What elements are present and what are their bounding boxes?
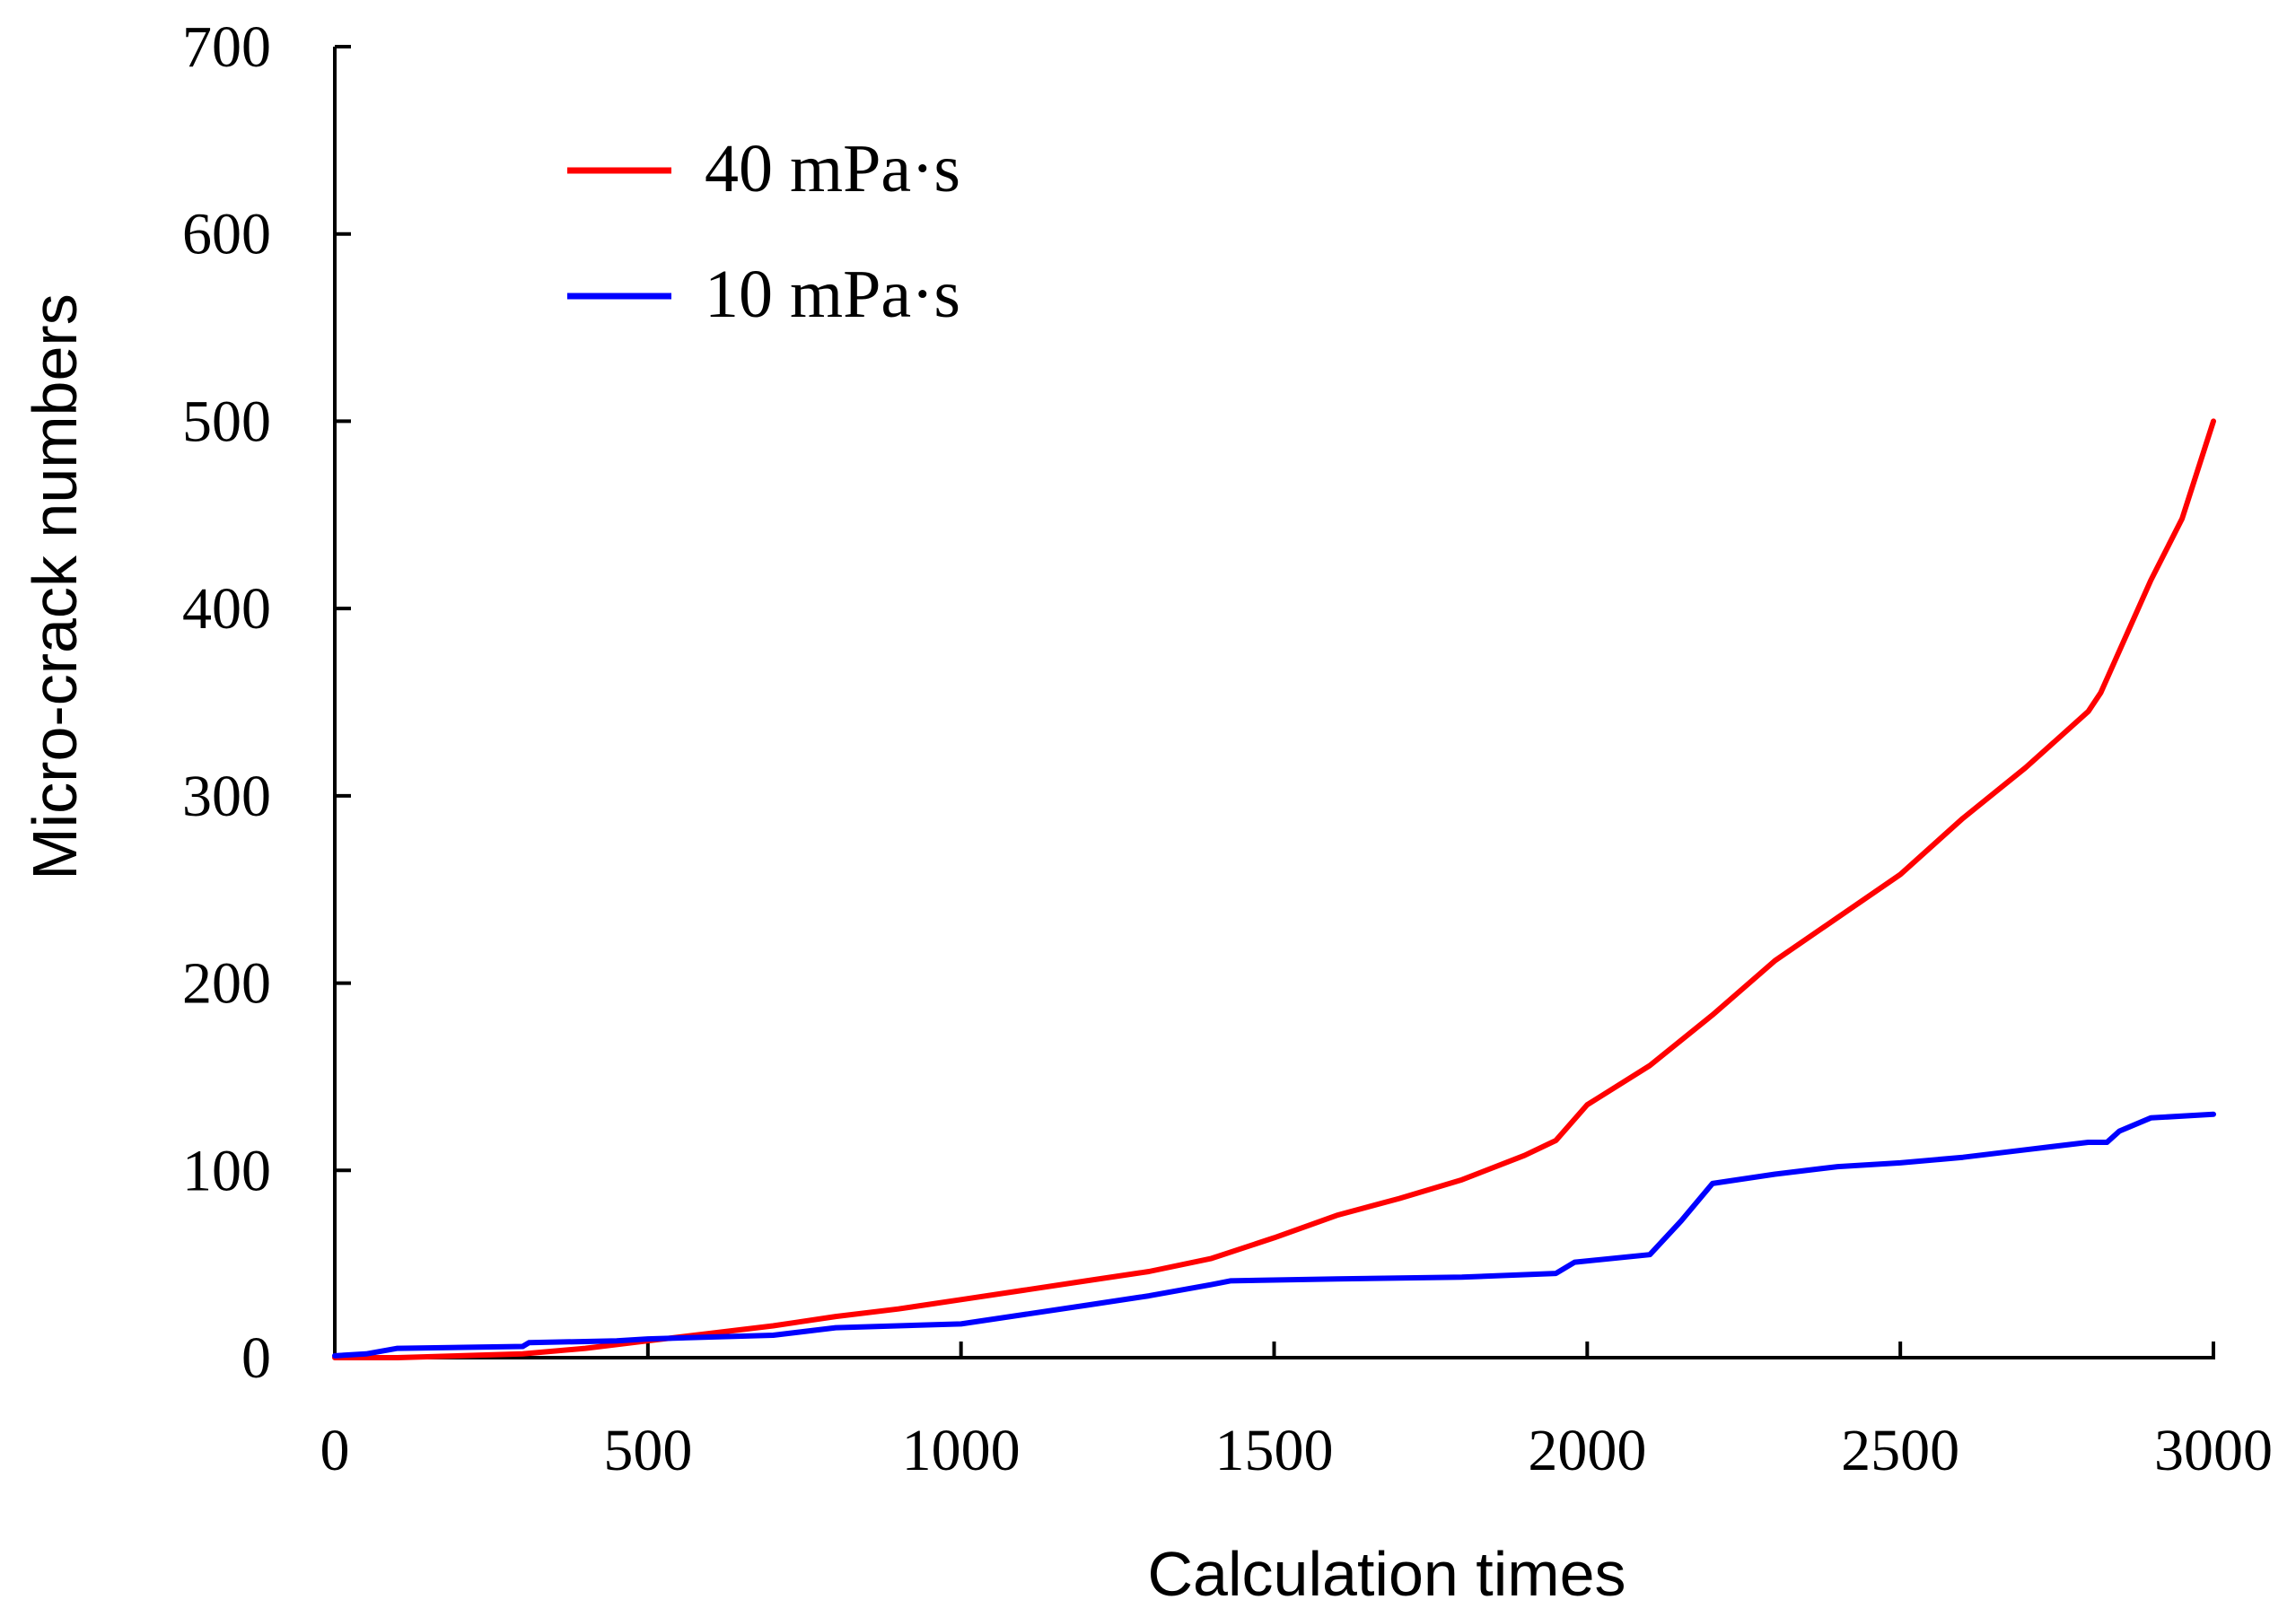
legend-label-40-mpa-s: 40 mPa·s	[705, 131, 960, 206]
series-line-40-mpa-s	[332, 418, 2216, 1360]
x-tick-label: 500	[603, 1418, 692, 1483]
x-tick-label: 2000	[1528, 1418, 1646, 1483]
legend-label-10-mpa-s: 10 mPa·s	[705, 257, 960, 332]
legend: 40 mPa·s 10 mPa·s	[567, 131, 960, 332]
y-tick-label: 100	[182, 1138, 271, 1203]
y-tick-label: 500	[182, 389, 271, 454]
y-ticks: 0 100 200 300 400 500 600 700	[182, 14, 351, 1391]
series-layer	[332, 418, 2216, 1360]
series-line-10-mpa-s	[332, 1111, 2216, 1359]
y-tick-label: 700	[182, 14, 271, 80]
x-tick-label: 0	[320, 1418, 350, 1483]
y-tick-label: 0	[241, 1325, 271, 1391]
y-tick-label: 300	[182, 764, 271, 829]
x-ticks: 0 500 1000 1500 2000 2500 3000	[320, 1342, 2273, 1483]
x-tick-label: 3000	[2154, 1418, 2273, 1483]
x-tick-label: 2500	[1841, 1418, 1959, 1483]
x-tick-label: 1500	[1215, 1418, 1334, 1483]
y-tick-label: 600	[182, 202, 271, 267]
y-axis-title: Micro-crack numbers	[20, 293, 90, 879]
y-tick-label: 400	[182, 576, 271, 642]
y-tick-label: 200	[182, 951, 271, 1017]
x-tick-label: 1000	[902, 1418, 1021, 1483]
x-axis-title: Calculation times	[1148, 1539, 1626, 1609]
